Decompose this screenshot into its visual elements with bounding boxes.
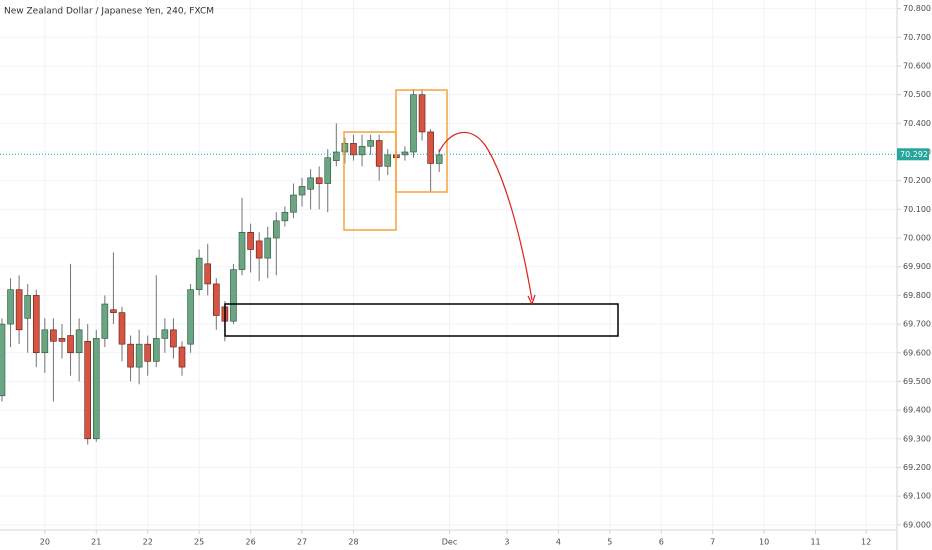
candle-body bbox=[281, 211, 289, 222]
target-zone bbox=[224, 303, 619, 337]
y-tick-label: 69.600 bbox=[903, 348, 931, 357]
y-tick-label: 69.100 bbox=[903, 492, 931, 501]
x-tick-label: 6 bbox=[659, 538, 664, 547]
candle-body bbox=[101, 303, 109, 339]
candle-body bbox=[341, 143, 349, 153]
y-tick-label: 69.900 bbox=[903, 262, 931, 271]
candle-body bbox=[7, 289, 14, 325]
candle-body bbox=[324, 157, 332, 184]
candle-body bbox=[418, 94, 426, 133]
candle-body bbox=[58, 338, 66, 342]
y-tick-label: 70.200 bbox=[903, 176, 931, 185]
candle-body bbox=[375, 140, 383, 167]
candle-body bbox=[401, 151, 409, 156]
x-tick-label: 27 bbox=[297, 538, 307, 547]
candle-body bbox=[204, 263, 212, 285]
candle-body bbox=[247, 232, 254, 250]
arrow bbox=[438, 131, 533, 301]
candle-body bbox=[0, 323, 6, 397]
candle-body bbox=[67, 335, 74, 354]
y-tick-label: 70.000 bbox=[903, 234, 931, 243]
candle-body bbox=[435, 154, 443, 164]
y-tick-label: 69.000 bbox=[903, 520, 931, 529]
candle-body bbox=[367, 140, 374, 147]
y-tick-label: 70.800 bbox=[903, 4, 931, 13]
x-tick-label: 3 bbox=[504, 538, 509, 547]
candle-body bbox=[118, 312, 126, 345]
candle-body bbox=[307, 177, 314, 190]
candle-body bbox=[50, 329, 57, 342]
candle-body bbox=[350, 143, 357, 156]
x-tick-label: 20 bbox=[40, 538, 50, 547]
y-tick-label: 69.300 bbox=[903, 434, 931, 443]
x-tick-label: 12 bbox=[861, 538, 871, 547]
candle-body bbox=[41, 329, 49, 354]
candle-body bbox=[315, 177, 323, 184]
x-tick-label: 26 bbox=[245, 538, 255, 547]
x-tick-label: 22 bbox=[143, 538, 153, 547]
y-tick-label: 70.500 bbox=[903, 90, 931, 99]
candle-body bbox=[358, 145, 366, 156]
candle-body bbox=[15, 289, 23, 331]
candle-body bbox=[212, 283, 220, 316]
y-tick-label: 69.700 bbox=[903, 320, 931, 329]
arrow-head bbox=[527, 294, 536, 306]
y-tick-label: 70.600 bbox=[903, 61, 931, 70]
candle-body bbox=[92, 338, 100, 440]
x-tick-label: 4 bbox=[556, 538, 561, 547]
candle-body bbox=[290, 194, 297, 213]
x-tick-label: 7 bbox=[710, 538, 715, 547]
last-price-label: 70.292 bbox=[900, 150, 928, 159]
x-tick-label: 25 bbox=[194, 538, 204, 547]
candle-body bbox=[144, 343, 152, 362]
axes: 69.000 69.100 69.200 69.300 69.400 69.500 69.6… bbox=[40, 4, 931, 546]
candle-body bbox=[127, 343, 134, 368]
grid bbox=[0, 0, 897, 530]
candle-body bbox=[427, 131, 434, 164]
candle-body bbox=[384, 154, 392, 167]
y-tick-label: 69.200 bbox=[903, 463, 931, 472]
candle-body bbox=[24, 295, 31, 319]
candle-body bbox=[410, 94, 417, 153]
x-tick-label: 28 bbox=[348, 538, 358, 547]
last-price-box bbox=[897, 148, 929, 161]
candle-body bbox=[264, 237, 272, 259]
y-tick-label: 70.700 bbox=[903, 33, 931, 42]
candle-body bbox=[230, 269, 237, 322]
candle-body bbox=[152, 338, 160, 362]
y-tick-label: 70.400 bbox=[903, 119, 931, 128]
candle-body bbox=[238, 232, 246, 270]
candle-body bbox=[84, 340, 92, 440]
y-tick-label: 70.100 bbox=[903, 205, 931, 214]
candle-body bbox=[178, 346, 186, 368]
x-tick-label: 11 bbox=[810, 538, 820, 547]
candle-body bbox=[135, 343, 143, 368]
candle-body bbox=[75, 329, 83, 354]
x-tick-label: Dec bbox=[442, 538, 457, 547]
candle-body bbox=[333, 151, 340, 161]
candle-body bbox=[32, 295, 40, 354]
candle-body bbox=[273, 220, 280, 239]
candle-body bbox=[170, 329, 177, 348]
candle-body bbox=[195, 257, 203, 290]
candle-body bbox=[187, 289, 194, 345]
x-tick-label: 10 bbox=[759, 538, 769, 547]
y-tick-label: 69.400 bbox=[903, 406, 931, 415]
chart-title: New Zealand Dollar / Japanese Yen, 240, … bbox=[4, 7, 214, 17]
candles bbox=[0, 88, 897, 445]
candle-body bbox=[161, 329, 169, 339]
x-tick-label: 21 bbox=[91, 538, 101, 547]
y-tick-label: 69.800 bbox=[903, 291, 931, 300]
candle-body bbox=[110, 309, 117, 313]
x-tick-label: 5 bbox=[607, 538, 612, 547]
candle-body bbox=[255, 240, 263, 259]
candle-body bbox=[298, 186, 306, 196]
y-tick-label: 69.500 bbox=[903, 377, 931, 386]
